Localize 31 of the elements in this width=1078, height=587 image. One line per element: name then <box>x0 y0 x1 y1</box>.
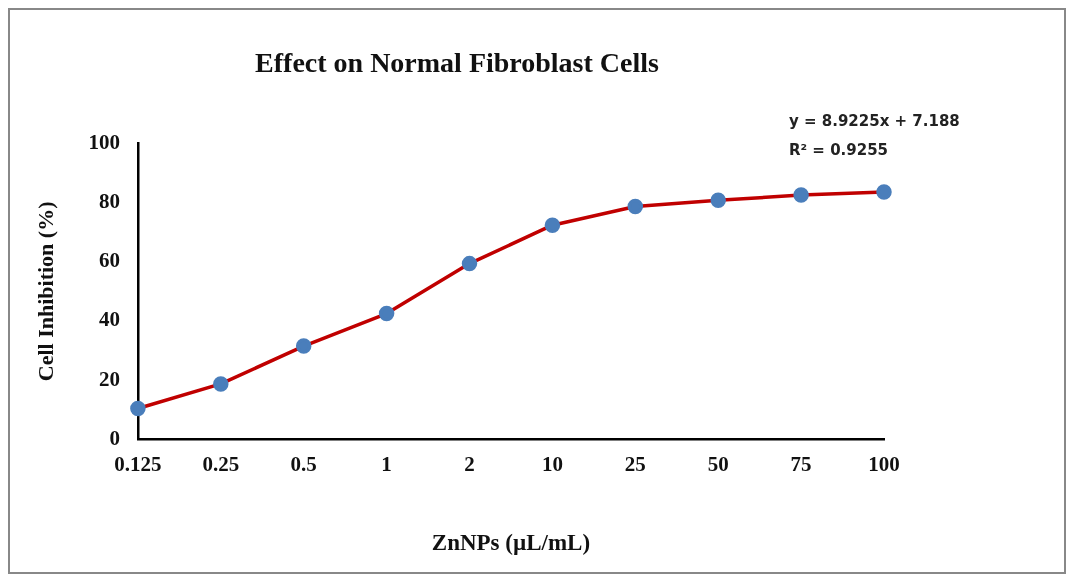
x-tick-label: 2 <box>464 452 475 477</box>
y-tick-label: 0 <box>109 425 120 450</box>
x-tick-label: 0.25 <box>202 452 240 477</box>
x-tick-label: 0.125 <box>114 452 162 477</box>
point <box>461 255 478 272</box>
point <box>627 198 644 215</box>
point <box>876 184 892 200</box>
x-tick-label: 10 <box>541 452 563 477</box>
point <box>295 338 312 354</box>
point <box>710 192 726 209</box>
point <box>213 376 229 392</box>
chart-title: Effect on Normal Fibroblast Cells <box>255 47 660 79</box>
y-tick-label: 80 <box>98 189 120 214</box>
x-tick-label: 50 <box>707 452 729 477</box>
y-tick-label: 20 <box>98 366 120 391</box>
y-tick-label: 40 <box>98 307 120 332</box>
x-tick-label: 75 <box>790 452 812 477</box>
text: y = 8.9225x + 7.188 <box>789 111 960 130</box>
point <box>378 305 395 322</box>
x-tick-label: 100 <box>868 452 900 477</box>
point <box>793 187 809 203</box>
y-tick-label: 100 <box>88 130 120 155</box>
y-axis-title: Cell Inhibition (%) <box>32 201 58 382</box>
x-tick-label: 0.5 <box>290 452 317 477</box>
point <box>544 217 561 233</box>
x-axis-title: ZnNPs (µL/mL) <box>431 530 591 556</box>
y-tick-label: 60 <box>98 248 120 273</box>
x-tick-label: 1 <box>381 452 392 477</box>
annotation: R² = 0.9255 <box>789 140 889 159</box>
x-tick-label: 25 <box>624 452 646 477</box>
point <box>130 400 146 417</box>
